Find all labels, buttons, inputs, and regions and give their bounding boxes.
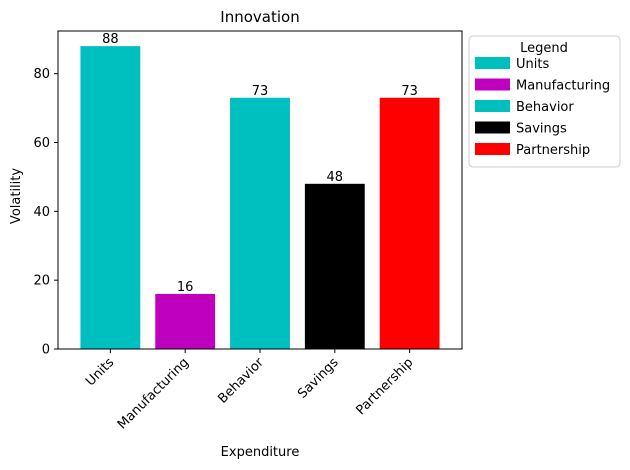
- legend-label: Manufacturing: [516, 79, 610, 94]
- y-tick-label: 20: [33, 274, 50, 289]
- data-label: 48: [327, 170, 344, 185]
- legend: Legend Units Manufacturing Behavior Savings…: [468, 35, 621, 168]
- legend-swatch: [475, 78, 510, 91]
- data-label: 73: [401, 84, 418, 99]
- legend-label: Units: [516, 57, 549, 72]
- y-tick-label: 80: [33, 67, 50, 82]
- bar-partnership: [379, 97, 440, 350]
- legend-swatch: [475, 143, 510, 155]
- plot-area: 88 Units 16 Manufacturing 73 Behavior 48 Saving…: [33, 30, 463, 432]
- legend-swatch: [475, 121, 510, 134]
- x-tick-label: Savings: [295, 355, 342, 402]
- data-label: 73: [252, 84, 269, 99]
- bar-behavior: [230, 97, 290, 350]
- legend-label: Behavior: [516, 100, 574, 115]
- y-tick-label: 60: [33, 136, 50, 151]
- x-axis-label: Expenditure: [221, 445, 300, 460]
- bar-manufacturing: [155, 293, 216, 349]
- y-tick-label: 40: [33, 205, 50, 220]
- chart-title: Innovation: [220, 8, 299, 26]
- x-tick-label: Partnership: [353, 355, 416, 418]
- legend-swatch: [475, 57, 510, 69]
- bar-units: [80, 46, 141, 349]
- legend-label: Savings: [516, 122, 567, 137]
- x-tick-label: Units: [83, 355, 117, 389]
- bar-savings: [304, 183, 365, 349]
- x-tick-label: Behavior: [215, 355, 267, 407]
- data-label: 88: [102, 32, 119, 47]
- y-axis-label: Volatility: [9, 168, 24, 224]
- legend-swatch: [475, 100, 510, 112]
- plot-frame: [57, 30, 463, 350]
- legend-label: Partnership: [516, 143, 590, 158]
- x-tick-label: Manufacturing: [115, 355, 192, 432]
- legend-title: Legend: [520, 41, 568, 56]
- data-label: 16: [177, 280, 194, 295]
- y-tick-label: 0: [42, 343, 50, 358]
